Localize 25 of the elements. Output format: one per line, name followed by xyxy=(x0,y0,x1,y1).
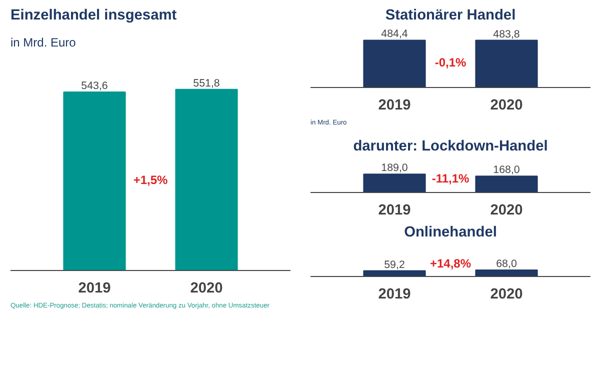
x-tick-label: 2019 xyxy=(378,202,411,218)
data-label: 189,0 xyxy=(381,162,408,174)
chart-title: Onlinehandel xyxy=(404,224,497,240)
chart-subtitle: in Mrd. Euro xyxy=(10,36,76,50)
x-tick-label: 2019 xyxy=(378,286,411,302)
chart-title: Stationärer Handel xyxy=(385,8,516,24)
data-label: 483,8 xyxy=(493,28,520,40)
data-label: 68,0 xyxy=(496,258,517,270)
annotation: -0,1% xyxy=(434,56,467,70)
x-tick-label: 2020 xyxy=(490,202,523,218)
x-tick-label: 2019 xyxy=(378,98,411,114)
x-tick-label: 2020 xyxy=(190,280,223,296)
x-tick-label: 2020 xyxy=(490,98,523,114)
annotation: -11,1% xyxy=(432,172,470,186)
annotation: +1,5% xyxy=(133,172,168,187)
data-label: 543,6 xyxy=(81,80,108,92)
x-tick-label: 2019 xyxy=(78,280,111,296)
chart-title: Einzelhandel insgesamt xyxy=(10,8,177,24)
data-label: 484,4 xyxy=(381,28,408,40)
chart-title: darunter: Lockdown-Handel xyxy=(353,138,548,154)
data-label: 551,8 xyxy=(193,77,220,90)
data-label: 59,2 xyxy=(384,258,405,271)
data-label: 168,0 xyxy=(493,164,520,176)
annotation: +14,8% xyxy=(430,256,472,270)
x-tick-label: 2020 xyxy=(490,286,523,302)
